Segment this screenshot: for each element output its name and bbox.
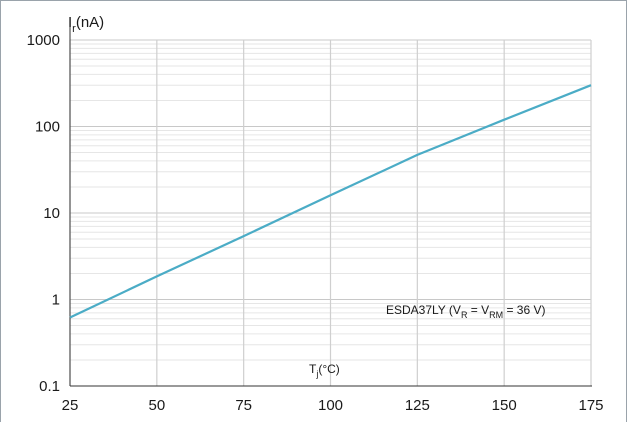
x-axis-label-unit: (°C) [318,362,339,376]
annotation-prefix: ESDA37LY (V [386,303,461,317]
x-tick-label: 50 [148,397,165,414]
x-axis-label-sub: j [315,369,318,379]
series-annotation: ESDA37LY (VR = VRM = 36 V) [386,303,545,320]
x-tick-label: 150 [492,397,517,414]
y-axis-label-main: I [68,14,72,31]
x-tick-label: 175 [578,397,603,414]
y-tick-label: 0.1 [39,378,60,395]
x-axis-label: Tj(°C) [309,362,340,379]
y-axis-label-sub: r [72,23,76,35]
y-tick-label: 1000 [27,32,60,49]
y-tick-label: 10 [43,205,60,222]
annotation-sub-rm: RM [489,310,503,320]
y-tick-label: 100 [35,119,60,136]
annotation-suffix: = 36 V) [503,303,545,317]
series-layer [69,84,592,319]
y-axis-label: Ir(nA) [68,14,104,35]
y-tick-label: 1 [52,292,60,309]
x-tick-label: 75 [235,397,252,414]
grid-layer [69,39,592,387]
x-tick-label: 100 [318,397,343,414]
x-axis-label-main: T [309,362,317,376]
tick-label-layer: 0.1 1 10 100 1000 25 50 75 100 125 150 175 [27,32,604,414]
x-tick-label: 125 [405,397,430,414]
axis-layer [69,26,592,387]
series-line [69,84,592,319]
x-tick-label: 25 [62,397,79,414]
annotation-sub-r: R [461,310,468,320]
annotation-mid: = V [467,303,489,317]
y-axis-label-unit: (nA) [76,14,104,31]
